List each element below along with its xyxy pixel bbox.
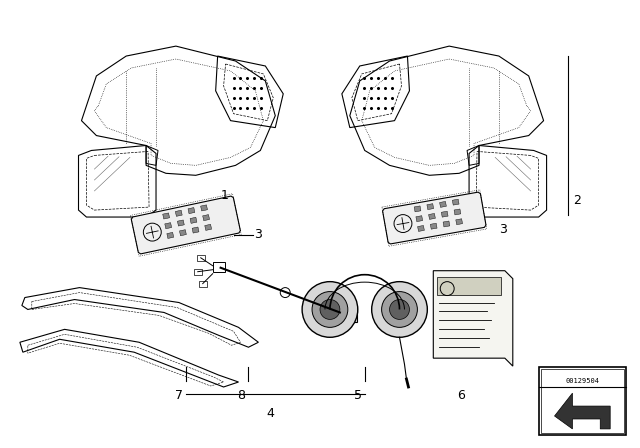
- Bar: [430, 223, 437, 229]
- Text: 00129504: 00129504: [565, 378, 600, 384]
- Bar: [194, 269, 202, 275]
- Circle shape: [390, 300, 410, 319]
- Text: 7: 7: [175, 389, 183, 402]
- Bar: [196, 255, 205, 261]
- Bar: [203, 215, 209, 221]
- Bar: [456, 219, 463, 225]
- Bar: [179, 230, 186, 236]
- Bar: [541, 369, 624, 433]
- Bar: [440, 202, 446, 207]
- Polygon shape: [131, 196, 241, 254]
- Bar: [167, 233, 173, 238]
- Text: 4: 4: [266, 407, 275, 420]
- Polygon shape: [383, 192, 486, 244]
- Bar: [539, 367, 626, 435]
- Bar: [199, 280, 207, 287]
- Text: 6: 6: [457, 389, 465, 402]
- Text: 3: 3: [255, 228, 262, 241]
- Bar: [212, 262, 225, 271]
- Circle shape: [372, 282, 428, 337]
- Bar: [177, 220, 184, 226]
- Bar: [192, 227, 199, 233]
- Bar: [442, 211, 448, 217]
- Text: 1: 1: [221, 189, 228, 202]
- Text: 3: 3: [499, 224, 507, 237]
- Bar: [418, 225, 424, 232]
- Circle shape: [381, 292, 417, 327]
- Bar: [335, 307, 356, 323]
- Bar: [427, 204, 434, 210]
- Bar: [164, 223, 172, 229]
- Bar: [163, 213, 170, 219]
- Bar: [454, 209, 461, 215]
- Bar: [175, 210, 182, 216]
- Bar: [200, 205, 207, 211]
- Bar: [452, 199, 459, 205]
- Circle shape: [312, 292, 348, 327]
- Circle shape: [302, 282, 358, 337]
- Circle shape: [320, 300, 340, 319]
- Text: 8: 8: [237, 389, 246, 402]
- Polygon shape: [433, 271, 513, 366]
- Bar: [416, 215, 422, 222]
- Bar: [443, 221, 450, 227]
- Text: 5: 5: [354, 389, 362, 402]
- Bar: [205, 224, 212, 230]
- Bar: [414, 206, 421, 212]
- Bar: [188, 207, 195, 214]
- Bar: [437, 277, 501, 294]
- Bar: [429, 213, 435, 220]
- Text: 2: 2: [573, 194, 581, 207]
- Bar: [190, 217, 197, 224]
- Polygon shape: [554, 393, 610, 429]
